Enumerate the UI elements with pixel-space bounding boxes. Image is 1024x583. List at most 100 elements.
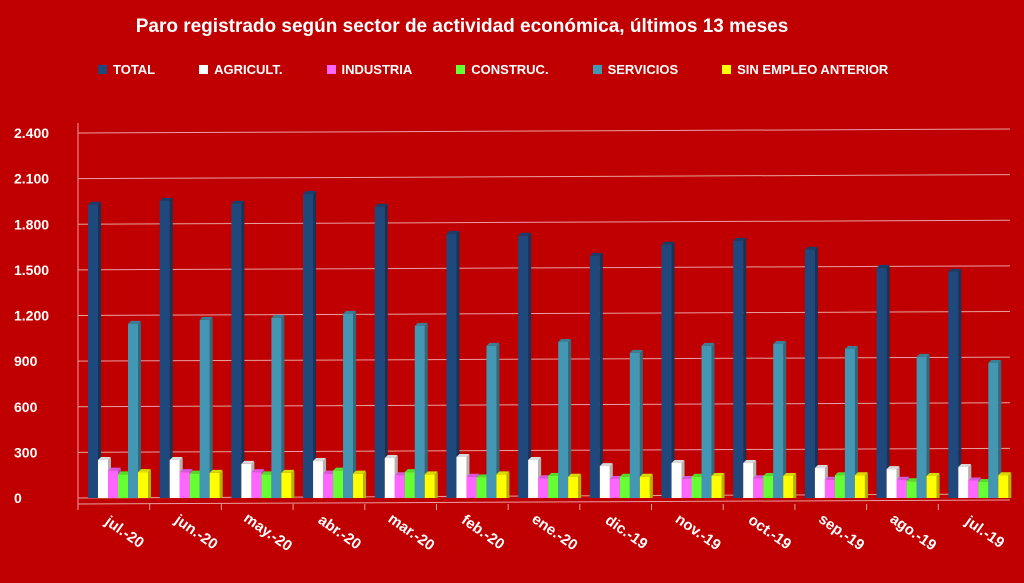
bar-side xyxy=(958,269,962,498)
y-tick-label: 0 xyxy=(14,490,22,506)
bar-servicios xyxy=(629,352,640,498)
bar-side xyxy=(384,204,388,498)
bar-side xyxy=(424,323,428,498)
bar-total xyxy=(733,240,744,498)
chart-title: Paro registrado según sector de activida… xyxy=(135,16,789,37)
bar-total xyxy=(948,271,959,498)
bar-agricult- xyxy=(743,463,754,498)
bar-side xyxy=(793,473,797,498)
bar-agricult- xyxy=(384,458,395,498)
bar-side xyxy=(496,343,500,498)
y-tick-label: 300 xyxy=(14,444,38,460)
x-axis xyxy=(77,499,1011,505)
bar-servicios xyxy=(271,317,282,498)
bar-top xyxy=(374,203,388,207)
bar-top xyxy=(681,475,695,479)
bar-construc- xyxy=(691,476,702,498)
bar-top xyxy=(179,469,193,473)
bar-industria xyxy=(681,478,692,498)
x-tick-label: ene.-20 xyxy=(529,511,581,555)
bar-servicios xyxy=(199,319,210,498)
bar-top xyxy=(118,471,131,475)
gridline xyxy=(77,311,1011,316)
x-tick-label: feb.-20 xyxy=(458,511,507,553)
bar-top xyxy=(528,456,542,460)
bar-top xyxy=(128,320,141,324)
bar-construc- xyxy=(619,476,630,498)
bar-top xyxy=(661,241,675,245)
bar-side xyxy=(864,473,868,498)
bar-sin-empleo-anterior xyxy=(926,475,937,498)
gridline xyxy=(77,219,1011,225)
bar-top xyxy=(916,353,930,357)
bar-agricult- xyxy=(599,466,610,498)
bar-top xyxy=(209,469,223,473)
bar-top xyxy=(998,472,1012,476)
bar-top xyxy=(169,456,183,460)
bar-top xyxy=(671,460,685,464)
legend-swatch xyxy=(98,65,107,74)
bar-agricult- xyxy=(169,459,180,498)
legend-item: CONSTRUC. xyxy=(456,62,549,77)
bar-sin-empleo-anterior xyxy=(424,474,435,498)
bar-servicios xyxy=(558,341,569,498)
bar-top xyxy=(568,473,582,477)
bar-top xyxy=(763,472,777,476)
gridline xyxy=(77,447,1011,453)
y-tick-label: 1.200 xyxy=(14,308,49,324)
bar-side xyxy=(711,343,715,498)
bar-side xyxy=(219,470,223,498)
y-tick-label: 1.500 xyxy=(14,262,49,278)
bar-industria xyxy=(896,479,907,498)
bar-top xyxy=(701,342,715,346)
bar-top xyxy=(159,197,173,201)
bar-top xyxy=(906,478,920,482)
bar-top xyxy=(199,316,213,320)
legend-item: SIN EMPLEO ANTERIOR xyxy=(722,62,888,77)
bar-side xyxy=(721,473,725,498)
legend-label: SERVICIOS xyxy=(607,62,679,77)
bar-top xyxy=(313,458,327,462)
bar-construc- xyxy=(548,475,559,498)
bar-top xyxy=(619,473,633,477)
bar-industria xyxy=(179,472,190,498)
bar-industria xyxy=(466,476,477,498)
x-tick-label: nov.-19 xyxy=(672,511,724,554)
bar-top xyxy=(589,252,603,256)
y-tick-label: 600 xyxy=(14,399,38,415)
bar-industria xyxy=(968,480,979,498)
bar-top xyxy=(281,469,295,473)
bar-side xyxy=(241,201,245,498)
bar-side xyxy=(209,317,213,498)
x-tick-label: ago.-19 xyxy=(887,510,940,554)
bar-side xyxy=(926,354,930,498)
bar-top xyxy=(518,232,532,236)
bar-top xyxy=(733,237,747,241)
bar-top xyxy=(978,479,992,483)
bar-construc- xyxy=(978,482,989,498)
bar-construc- xyxy=(189,473,200,498)
bar-total xyxy=(661,244,672,498)
bar-side xyxy=(281,315,285,498)
x-tick-label: mar.-20 xyxy=(385,510,438,554)
bar-construc- xyxy=(333,470,344,498)
legend-swatch xyxy=(199,65,209,74)
bar-agricult- xyxy=(241,463,252,498)
bar-top xyxy=(783,472,797,476)
bar-top xyxy=(98,456,111,460)
bar-side xyxy=(363,471,367,498)
bar-top xyxy=(824,476,838,480)
bar-industria xyxy=(538,478,549,498)
bar-side xyxy=(743,238,747,498)
bar-servicios xyxy=(128,323,138,498)
bar-construc- xyxy=(834,475,845,498)
bar-total xyxy=(876,267,887,498)
x-tick-label: oct.-19 xyxy=(745,511,794,553)
bar-construc- xyxy=(404,472,415,498)
y-tick-label: 2.400 xyxy=(14,125,49,141)
bar-sin-empleo-anterior xyxy=(998,475,1009,498)
bar-top xyxy=(609,475,623,479)
legend-item: TOTAL xyxy=(98,62,155,77)
bar-side xyxy=(148,470,151,498)
bar-construc- xyxy=(763,475,774,498)
